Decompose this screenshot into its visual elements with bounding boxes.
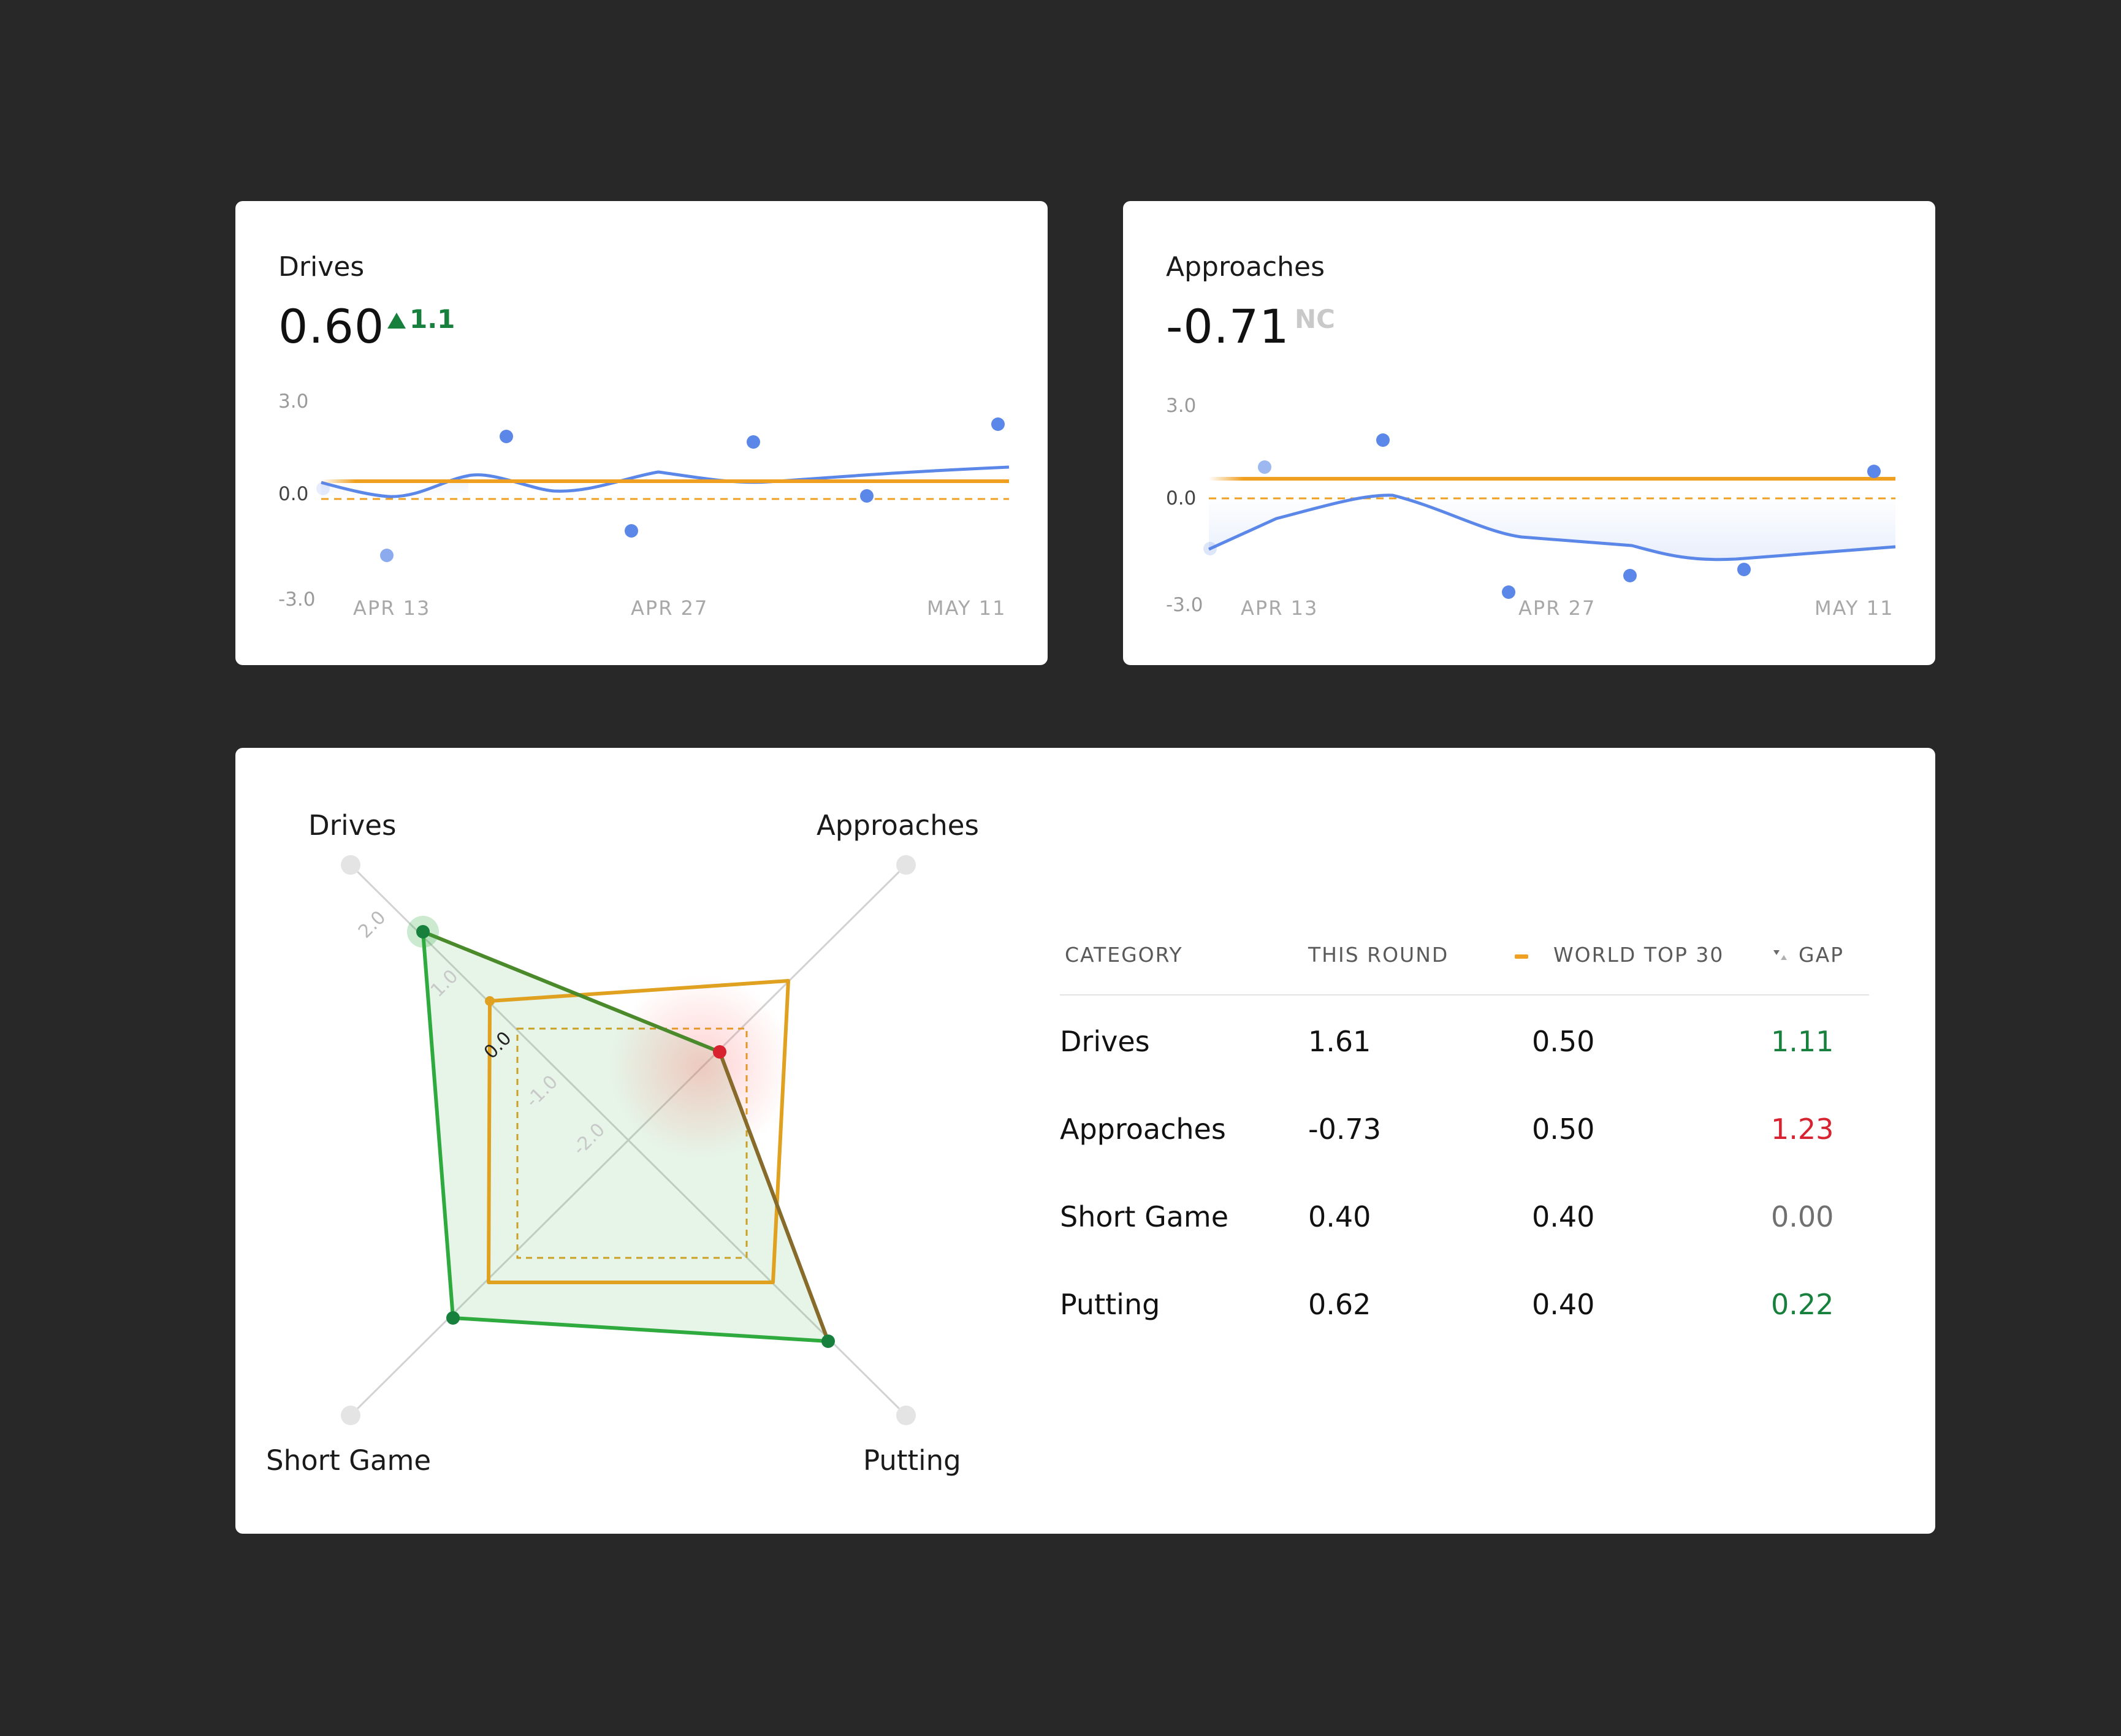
table-row: Short Game 0.40 0.40 0.00	[1060, 1171, 1869, 1258]
y-tick-label: 3.0	[1166, 395, 1196, 417]
row-this-round: -0.73	[1308, 1113, 1382, 1146]
drives-card: 3.0 0.0 -3.0 APR 13 APR 27 MAY 11 Drives…	[235, 201, 1048, 665]
y-tick-label: 3.0	[278, 390, 308, 413]
approaches-deficit-glow	[609, 975, 793, 1159]
data-point	[1623, 569, 1637, 582]
column-header-gap: GAP	[1799, 943, 1845, 967]
column-header-category: CATEGORY	[1065, 943, 1183, 967]
world-top-30-polygon	[487, 979, 790, 1284]
data-point	[1258, 460, 1271, 474]
world-top-30-legend-swatch	[1515, 954, 1528, 959]
x-tick-label: MAY 11	[927, 596, 1006, 620]
row-gap: 1.23	[1771, 1113, 1834, 1146]
drives-point	[416, 925, 430, 938]
table-row: Putting 0.62 0.40 0.22	[1060, 1258, 1869, 1346]
axis-end-markers	[341, 855, 916, 1425]
world-top-30-line	[1209, 477, 1895, 481]
column-header-world-top-30: WORLD TOP 30	[1553, 943, 1724, 967]
y-tick-label: -3.0	[278, 588, 316, 611]
axis-end-marker	[341, 1406, 360, 1425]
row-gap: 0.00	[1771, 1200, 1834, 1233]
approaches-point	[713, 1045, 726, 1059]
axis-label-drives: Drives	[308, 809, 396, 842]
x-tick-label: APR 27	[1518, 596, 1596, 620]
y-tick-label: -3.0	[1166, 594, 1203, 616]
axis-end-marker	[896, 855, 916, 875]
card-title: Approaches	[1166, 251, 1325, 283]
card-value: 0.60	[278, 299, 385, 354]
radar-comparison-card: 2.0 1.0 0.0 -1.0 -2.0 Drives Approaches …	[235, 748, 1935, 1534]
delta-badge: 1.1	[409, 304, 455, 334]
row-world-top-30: 0.40	[1532, 1288, 1595, 1321]
x-tick-label: APR 27	[631, 596, 708, 620]
axis-label-putting: Putting	[863, 1444, 961, 1477]
radar-chart: 2.0 1.0 0.0 -1.0 -2.0 Drives Approaches …	[266, 809, 979, 1477]
data-point	[1502, 585, 1515, 599]
this-round-outline	[422, 930, 721, 1054]
axis-end-marker	[341, 855, 360, 875]
sort-arrows-icon	[1773, 950, 1787, 960]
row-category: Short Game	[1060, 1200, 1229, 1233]
row-this-round: 1.61	[1308, 1025, 1371, 1058]
approaches-points	[1203, 433, 1881, 599]
approaches-card: 3.0 0.0 -3.0 APR 13 APR 27 MAY 11 Approa…	[1123, 201, 1935, 665]
row-this-round: 0.40	[1308, 1200, 1371, 1233]
data-point	[991, 417, 1005, 431]
y-tick-label: 0.0	[278, 483, 308, 505]
comparison-table: CATEGORY THIS ROUND WORLD TOP 30 GAP Dri…	[1060, 926, 1869, 1346]
row-world-top-30: 0.50	[1532, 1025, 1595, 1058]
data-point	[500, 430, 513, 443]
y-tick-label: 0.0	[1166, 487, 1196, 509]
data-point	[860, 489, 874, 503]
data-point	[1203, 542, 1217, 555]
column-header-this-round: THIS ROUND	[1308, 943, 1449, 967]
world-drives-point	[485, 996, 495, 1006]
approaches-trend-line	[1208, 493, 1896, 562]
short-game-point	[446, 1311, 460, 1325]
row-gap: 1.11	[1771, 1025, 1834, 1058]
row-this-round: 0.62	[1308, 1288, 1371, 1321]
x-tick-label: MAY 11	[1814, 596, 1894, 620]
x-tick-label: APR 13	[1241, 596, 1318, 620]
putting-point	[821, 1334, 835, 1348]
table-row: Drives 1.61 0.50 1.11	[1060, 996, 1869, 1083]
row-gap: 0.22	[1771, 1288, 1834, 1321]
approaches-trend-area	[1209, 495, 1895, 560]
radar-axes	[349, 864, 907, 1417]
approaches-chart: 3.0 0.0 -3.0 APR 13 APR 27 MAY 11	[1166, 395, 1896, 620]
world-top-30-line	[321, 479, 1009, 483]
row-world-top-30: 0.50	[1532, 1113, 1595, 1146]
data-point	[747, 435, 760, 449]
data-point	[1867, 465, 1881, 478]
row-category: Drives	[1060, 1025, 1150, 1058]
delta-badge: NC	[1295, 304, 1335, 334]
approaches-deficit-segment	[718, 1051, 830, 1342]
data-point	[316, 482, 330, 495]
row-world-top-30: 0.40	[1532, 1200, 1595, 1233]
axis-line	[349, 864, 907, 1417]
axis-label-approaches: Approaches	[817, 809, 979, 842]
drives-trend-line	[321, 465, 1010, 498]
data-point	[380, 549, 394, 562]
drives-points	[316, 417, 1005, 562]
ring-label: 2.0	[354, 907, 390, 942]
row-category: Approaches	[1060, 1113, 1226, 1146]
x-tick-label: APR 13	[353, 596, 430, 620]
this-round-area	[423, 932, 828, 1341]
data-point	[625, 524, 638, 538]
data-point	[1376, 433, 1390, 447]
triangle-up-icon	[387, 313, 406, 329]
row-category: Putting	[1060, 1288, 1160, 1321]
card-title: Drives	[278, 251, 365, 283]
data-point	[1737, 563, 1751, 576]
table-header: CATEGORY THIS ROUND WORLD TOP 30 GAP	[1060, 926, 1869, 996]
table-row: Approaches -0.73 0.50 1.23	[1060, 1083, 1869, 1171]
card-value: -0.71	[1166, 299, 1290, 354]
drives-chart: 3.0 0.0 -3.0 APR 13 APR 27 MAY 11	[278, 390, 1010, 620]
axis-label-short-game: Short Game	[266, 1444, 431, 1477]
axis-end-marker	[896, 1406, 916, 1425]
